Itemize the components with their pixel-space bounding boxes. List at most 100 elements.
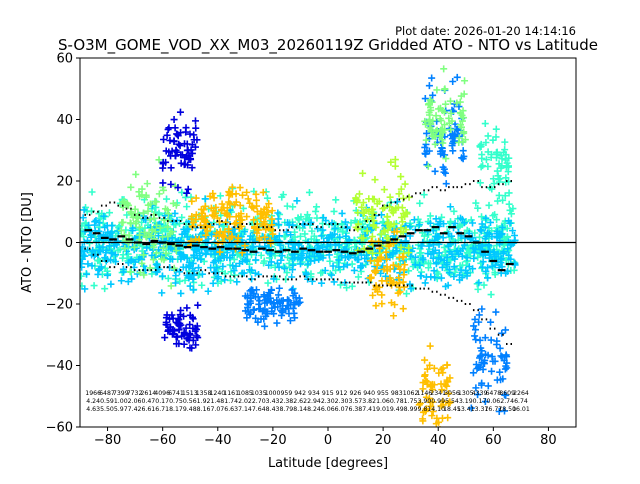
scatter-point — [312, 207, 320, 215]
scatter-point — [430, 364, 438, 372]
bin-count-label: 7.14 — [238, 406, 252, 413]
scatter-point — [426, 260, 434, 268]
scatter-point — [474, 204, 482, 212]
scatter-point — [461, 77, 469, 85]
bin-count-label: 3.90 — [417, 398, 431, 405]
scatter-point — [112, 251, 120, 259]
scatter-point — [425, 242, 433, 250]
scatter-point — [438, 386, 446, 394]
scatter-point — [386, 265, 394, 273]
scatter-point — [481, 398, 489, 406]
scatter-point — [436, 115, 444, 123]
scatter-point — [415, 221, 423, 229]
scatter-point — [390, 228, 398, 236]
scatter-point — [474, 253, 482, 261]
scatter-point — [274, 291, 282, 299]
scatter-point — [432, 260, 440, 268]
scatter-point — [329, 262, 337, 270]
scatter-point — [474, 391, 482, 399]
scatter-point — [450, 273, 458, 281]
bin-count-label: 7.07 — [210, 406, 224, 413]
scatter-point — [172, 272, 180, 280]
scatter-point — [408, 256, 416, 264]
bin-count-label: 8.43 — [266, 406, 280, 413]
scatter-point — [160, 256, 168, 264]
scatter-point — [164, 232, 172, 240]
scatter-point — [140, 271, 148, 279]
bin-count-label: 9.48 — [183, 406, 197, 413]
scatter-point — [387, 277, 395, 285]
scatter-point — [197, 255, 205, 263]
scatter-point — [110, 239, 118, 247]
scatter-point — [96, 265, 104, 273]
y-tick-label: 20 — [56, 175, 73, 190]
scatter-point — [107, 249, 115, 257]
scatter-point — [468, 219, 476, 227]
scatter-point — [277, 256, 285, 264]
scatter-series-3 — [187, 183, 277, 257]
scatter-point — [477, 344, 485, 352]
bin-count-label: 3.82 — [362, 398, 376, 405]
bin-count-label: 1062 — [403, 390, 419, 397]
y-tick-label: −40 — [46, 359, 73, 374]
scatter-point — [170, 330, 178, 338]
bin-count-label: 6.61 — [141, 406, 155, 413]
scatter-point — [194, 301, 202, 309]
bin-count-label: 8.24 — [307, 406, 321, 413]
scatter-point — [422, 136, 430, 144]
scatter-point — [296, 298, 304, 306]
scatter-point — [399, 228, 407, 236]
bin-count-label: 9.49 — [390, 406, 404, 413]
bin-count-label: 2341 — [430, 390, 446, 397]
scatter-point — [158, 272, 166, 280]
scatter-point — [155, 156, 163, 164]
scatter-point — [143, 180, 151, 188]
scatter-point — [264, 208, 272, 216]
scatter-point — [128, 275, 136, 283]
scatter-point — [381, 204, 389, 212]
scatter-point — [319, 226, 327, 234]
scatter-point — [146, 264, 154, 272]
scatter-point — [323, 242, 331, 250]
scatter-point — [314, 225, 322, 233]
scatter-point — [421, 279, 429, 287]
scatter-point — [369, 291, 377, 299]
scatter-point — [167, 282, 175, 290]
scatter-point — [192, 341, 200, 349]
scatter-point — [375, 237, 383, 245]
scatter-point — [405, 249, 413, 257]
scatter-point — [146, 200, 154, 208]
bin-count-label: 926 — [349, 390, 361, 397]
scatter-point — [430, 267, 438, 275]
scatter-point — [268, 207, 276, 215]
scatter-point — [451, 131, 459, 139]
scatter-point — [94, 270, 102, 278]
scatter-point — [81, 285, 89, 293]
bin-count-label: 7.64 — [252, 406, 266, 413]
bin-count-label: 0.78 — [390, 398, 404, 405]
scatter-point — [471, 332, 479, 340]
scatter-point — [485, 224, 493, 232]
scatter-point — [476, 363, 484, 371]
scatter-point — [127, 183, 135, 191]
scatter-point — [165, 148, 173, 156]
scatter-point — [426, 116, 434, 124]
scatter-point — [96, 257, 104, 265]
scatter-point — [193, 322, 201, 330]
scatter-point — [266, 289, 274, 297]
scatter-point — [460, 129, 468, 137]
scatter-point — [176, 319, 184, 327]
scatter-point — [84, 246, 92, 254]
scatter-point — [148, 226, 156, 234]
x-axis-label: Latitude [degrees] — [268, 456, 388, 471]
scatter-point — [238, 216, 246, 224]
scatter-point — [363, 227, 371, 235]
bin-count-label: 1161 — [223, 390, 239, 397]
scatter-point — [172, 279, 180, 287]
scatter-point — [177, 159, 185, 167]
scatter-point — [140, 228, 148, 236]
scatter-point — [112, 258, 120, 266]
scatter-point — [416, 261, 424, 269]
scatter-point — [183, 304, 191, 312]
